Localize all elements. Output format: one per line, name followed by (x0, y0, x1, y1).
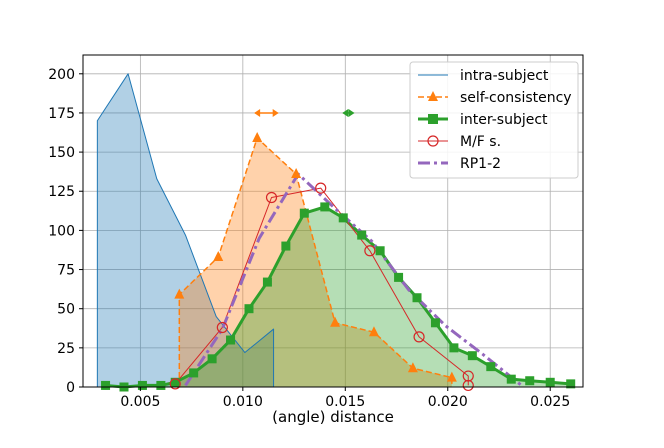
data-point-square (428, 114, 438, 124)
data-point-square (467, 351, 477, 361)
data-point-triangle (330, 316, 341, 327)
data-point-triangle (407, 362, 418, 373)
data-point-triangle (428, 91, 438, 101)
data-point-triangle (368, 326, 379, 337)
x-tick-label: 0.005 (120, 394, 160, 410)
legend-box (409, 61, 579, 179)
data-point-square (506, 374, 516, 384)
data-point-square (207, 354, 217, 364)
series-line (184, 172, 523, 387)
series-line (178, 137, 453, 387)
x-axis-label: (angle) distance (272, 408, 394, 426)
series-fill (179, 138, 452, 387)
y-tick-label: 150 (48, 145, 75, 161)
data-point-circle (462, 370, 474, 382)
data-point-square (545, 377, 555, 387)
data-point-square (189, 368, 199, 378)
data-point-square (525, 376, 535, 386)
data-point-square (262, 277, 272, 287)
data-point-square (394, 272, 404, 282)
legend: intra-subject self-consistency inter-subje… (409, 61, 579, 179)
y-tick-label: 125 (48, 184, 75, 200)
y-tick-label: 25 (57, 341, 75, 357)
data-point-square (101, 380, 111, 390)
legend-label: intra-subject (460, 68, 549, 84)
data-point-square (486, 362, 496, 372)
data-point-triangle (446, 371, 457, 382)
data-point-square (226, 335, 236, 345)
y-tick-label: 175 (48, 106, 75, 122)
legend-label: RP1-2 (460, 156, 501, 172)
series-line (96, 73, 275, 387)
data-point-square (170, 377, 180, 387)
data-point-circle (216, 321, 228, 334)
y-tick-label: 50 (57, 302, 75, 318)
x-tick-label: 0.020 (428, 394, 468, 410)
x-tick-label: 0.010 (223, 394, 263, 410)
series-markers (101, 132, 576, 392)
data-point-square (281, 241, 291, 251)
range-marker-arrow-right (348, 108, 355, 117)
data-point-circle (364, 245, 376, 257)
data-point-triangle (213, 251, 224, 262)
data-point-square (375, 246, 385, 256)
series-fill (105, 206, 571, 387)
data-point-triangle (252, 132, 263, 142)
data-point-triangle (174, 288, 185, 299)
data-point-square (566, 379, 576, 389)
x-tick-label: 0.015 (325, 394, 365, 410)
data-point-circle (169, 378, 181, 390)
data-point-circle (265, 191, 278, 204)
range-marker-arrow-right (272, 108, 279, 117)
data-point-square (137, 380, 147, 390)
data-point-square (430, 318, 440, 328)
data-point-square (449, 343, 459, 353)
data-point-circle (413, 331, 425, 343)
range-markers (254, 108, 355, 117)
data-point-square (338, 213, 348, 223)
y-tick-label: 200 (48, 67, 75, 83)
axes: 0.005 0.010 0.015 0.020 0.025 0 25 50 75 100 125 15… (48, 67, 570, 410)
data-point-square (299, 208, 309, 218)
x-tick-label: 0.025 (530, 394, 570, 410)
data-point-circle (462, 379, 474, 392)
plot-frame (82, 54, 584, 388)
data-point-square (244, 304, 254, 314)
legend-label: self-consistency (460, 90, 572, 106)
y-tick-label: 75 (57, 263, 75, 279)
data-point-triangle (291, 168, 302, 179)
data-point-circle (427, 135, 439, 147)
data-point-circle (315, 182, 327, 194)
y-tick-label: 0 (66, 380, 75, 396)
data-point-square (357, 230, 367, 240)
data-point-square (412, 293, 422, 303)
range-marker-arrow-left (342, 108, 349, 117)
series-fill (97, 73, 274, 387)
data-point-square (320, 202, 330, 212)
data-point-square (156, 380, 166, 390)
series-fills (97, 73, 571, 387)
legend-label: inter-subject (460, 112, 548, 128)
legend-label: M/F s. (460, 134, 501, 150)
range-marker-arrow-left (254, 108, 261, 117)
y-tick-label: 100 (48, 223, 75, 239)
